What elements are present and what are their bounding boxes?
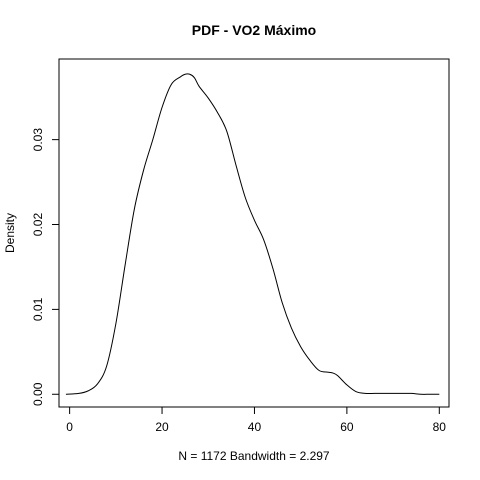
y-axis-label: Density xyxy=(3,213,17,253)
y-tick-label: 0.02 xyxy=(31,213,45,237)
y-tick-label: 0.03 xyxy=(31,128,45,152)
y-tick-label: 0.01 xyxy=(31,297,45,321)
x-tick-label: 20 xyxy=(155,420,169,434)
x-tick-label: 60 xyxy=(340,420,354,434)
density-curve xyxy=(65,73,440,395)
y-axis: 0.00 0.01 0.02 0.03 xyxy=(31,128,60,406)
y-tick-label: 0.00 xyxy=(31,382,45,406)
x-axis-label: N = 1172 Bandwidth = 2.297 xyxy=(178,449,330,463)
x-tick-label: 40 xyxy=(248,420,262,434)
x-tick-label: 80 xyxy=(433,420,447,434)
chart-title: PDF - VO2 Máximo xyxy=(192,22,316,38)
x-tick-label: 0 xyxy=(66,420,73,434)
x-axis: 0 20 40 60 80 xyxy=(66,406,447,434)
plot-frame xyxy=(58,58,450,408)
